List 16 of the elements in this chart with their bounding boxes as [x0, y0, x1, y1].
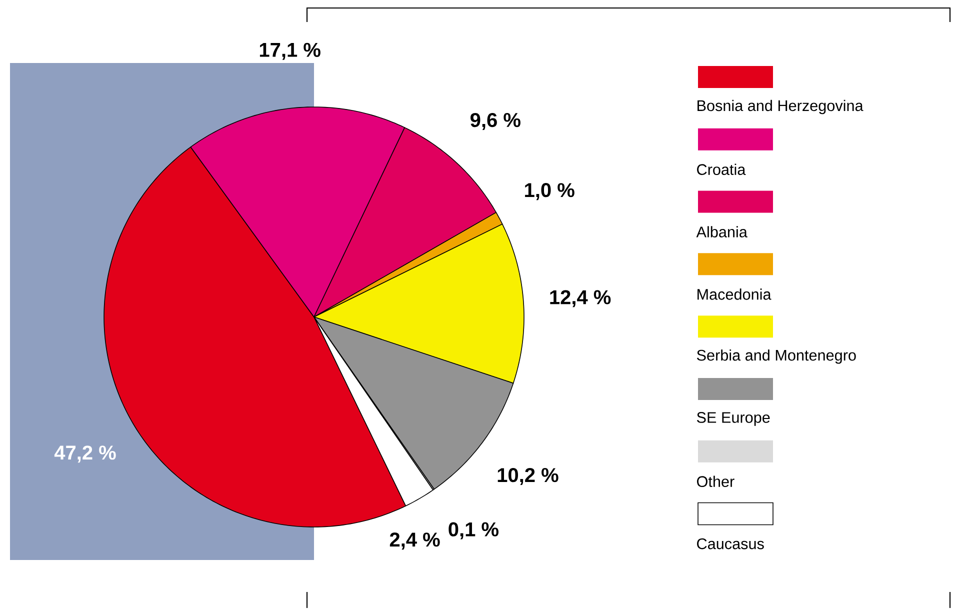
- legend-label: Croatia: [697, 164, 746, 176]
- legend-label: Macedonia: [698, 288, 772, 300]
- data-label: 12,4 %: [550, 290, 611, 308]
- legend-label: SE Europe: [696, 412, 770, 426]
- legend-label: Serbia and Montenegro: [696, 349, 856, 364]
- data-label: 17,1 %: [260, 42, 320, 60]
- data-label: 9,6 %: [470, 112, 520, 130]
- legend-label: Caucasus: [697, 538, 764, 550]
- data-label: 0,1 %: [448, 522, 498, 540]
- data-label: 10,2 %: [498, 468, 558, 486]
- legend-label: Other: [697, 476, 734, 488]
- legend-label: Albania: [696, 226, 748, 238]
- data-label: 2,4 %: [390, 532, 440, 550]
- data-label: 47,2 %: [54, 446, 116, 463]
- data-label: 1,0 %: [525, 183, 574, 200]
- legend-label: Bosnia and Herzegovina: [698, 100, 864, 114]
